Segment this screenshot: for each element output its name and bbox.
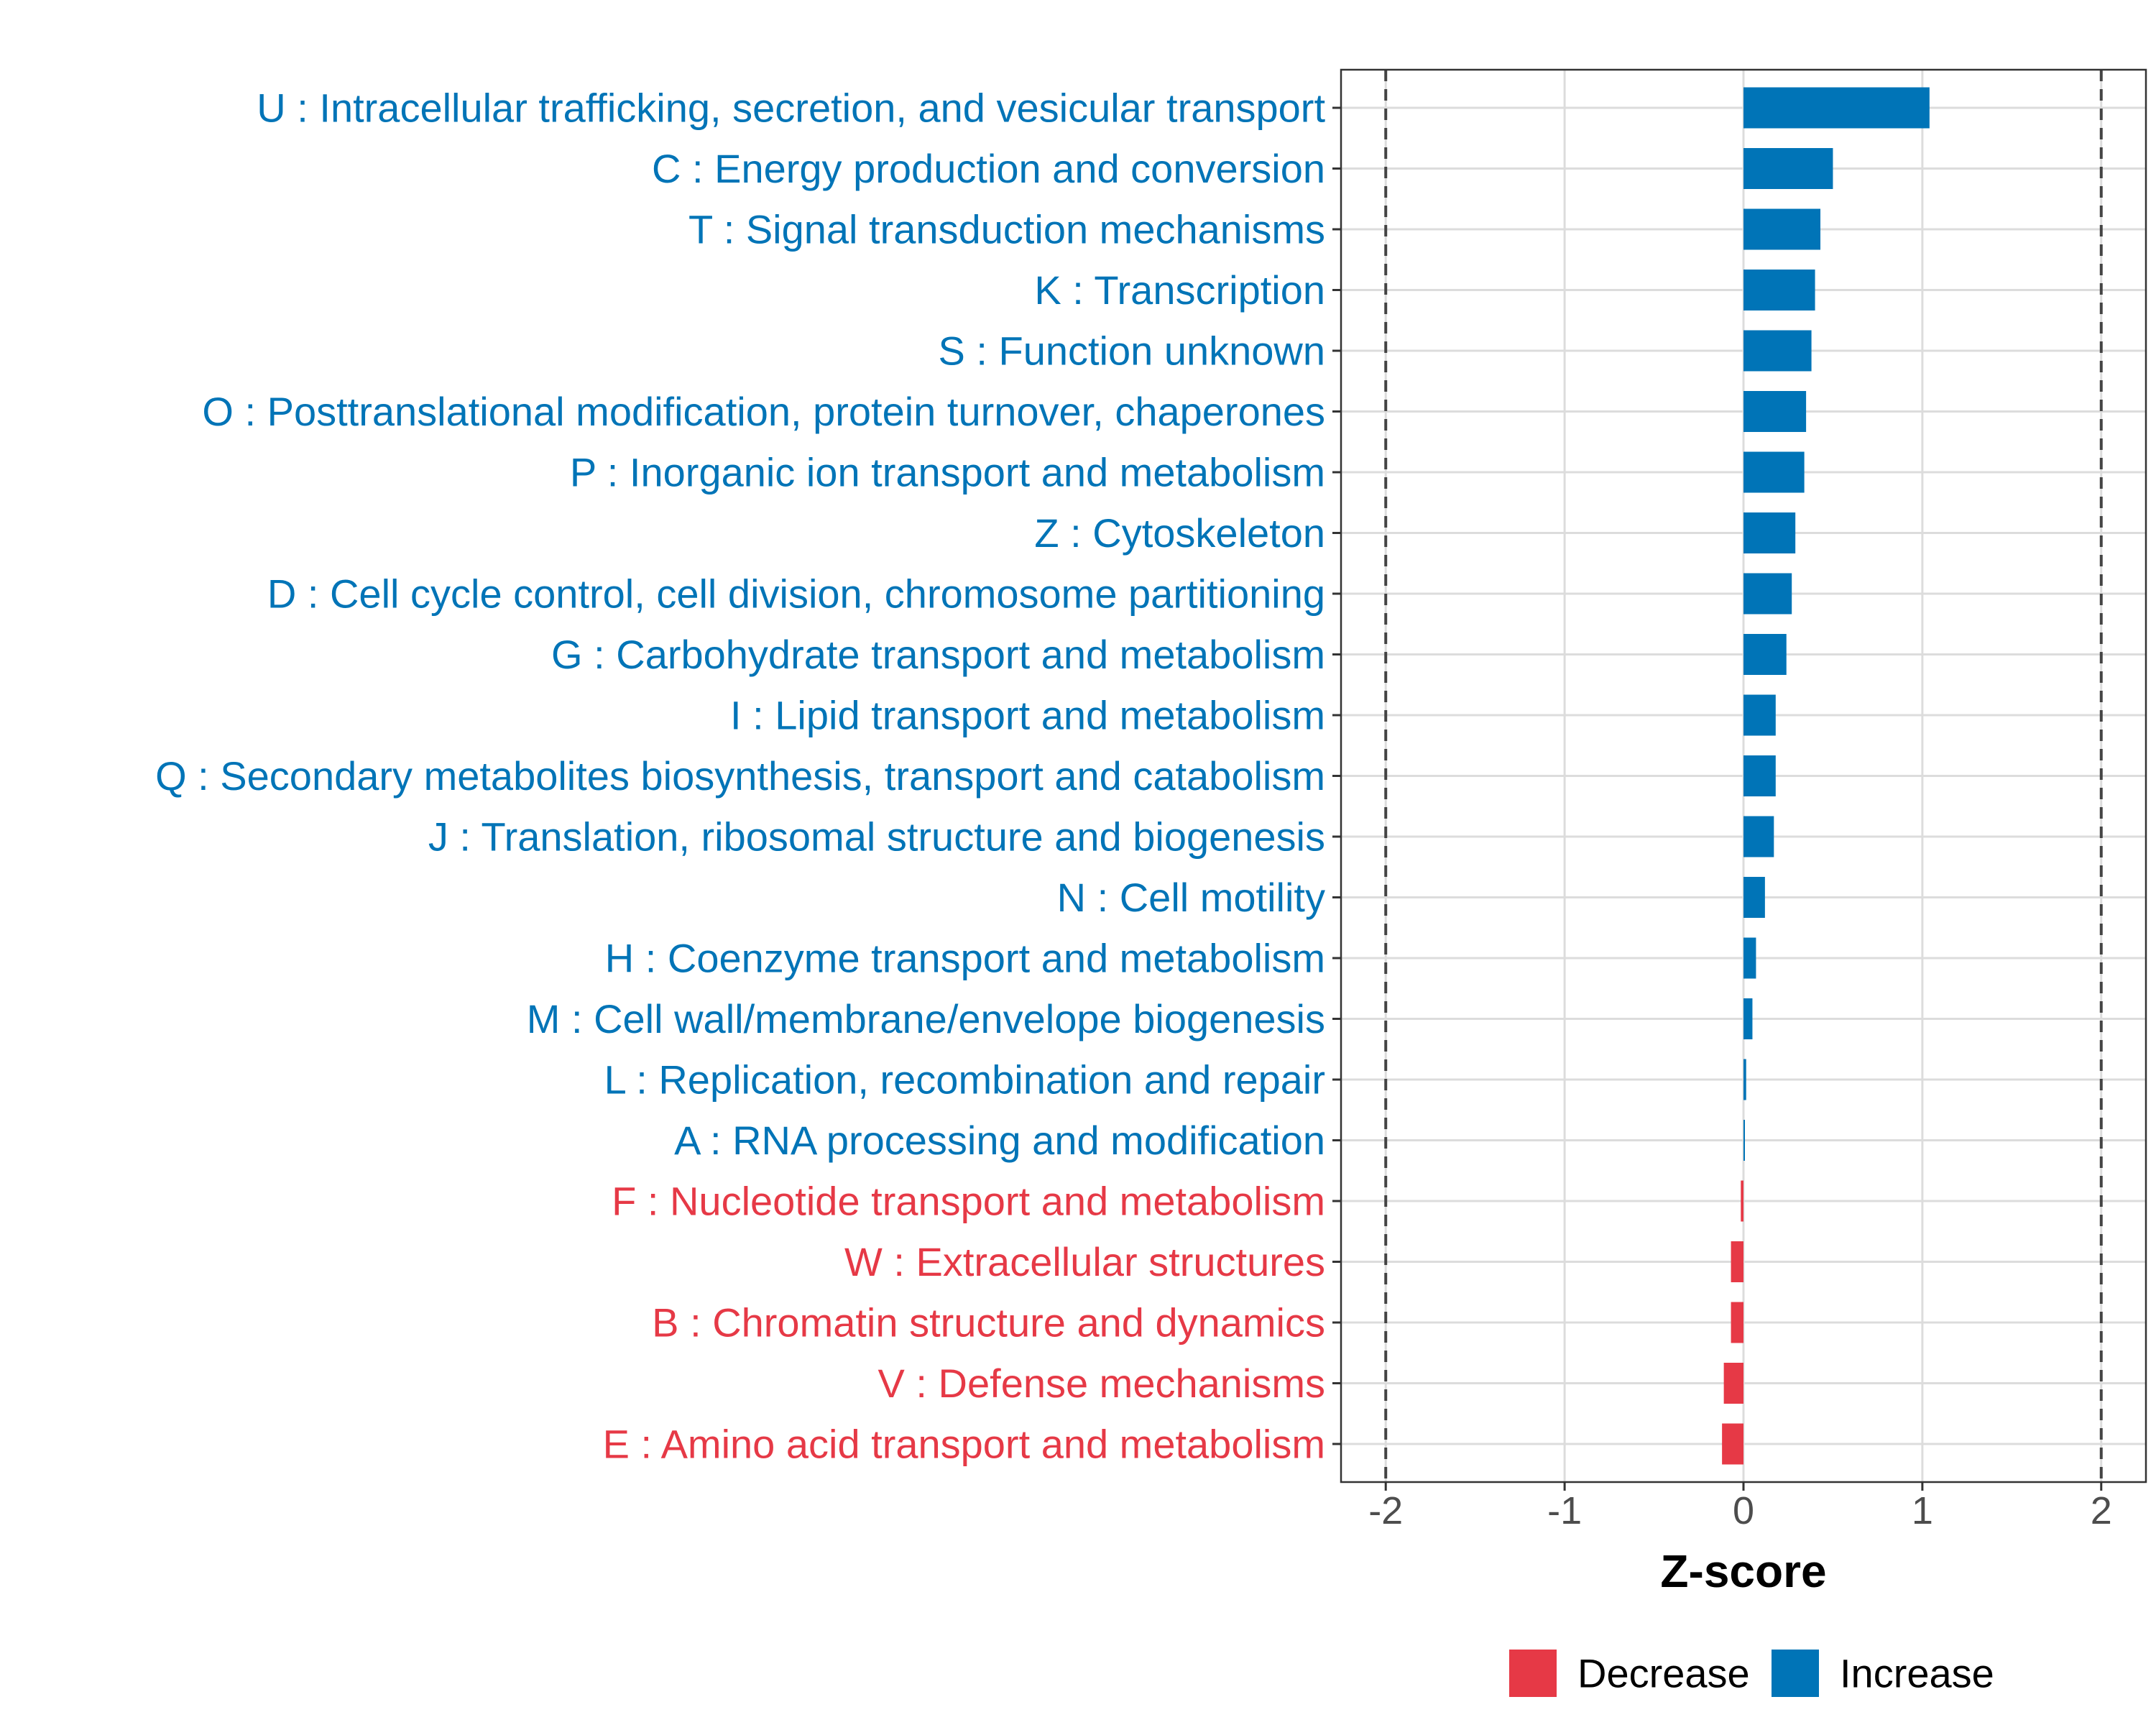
bar-1 <box>1743 148 1833 189</box>
legend-swatch-increase <box>1772 1650 1819 1697</box>
category-label-14: H : Coenzyme transport and metabolism <box>605 936 1325 981</box>
category-label-13: N : Cell motility <box>1057 875 1325 920</box>
bar-4 <box>1743 330 1812 372</box>
category-label-4: S : Function unknown <box>938 328 1325 374</box>
legend-label-increase: Increase <box>1840 1651 1994 1696</box>
reference-lines <box>1384 70 2103 1482</box>
category-label-3: K : Transcription <box>1034 267 1325 313</box>
category-label-18: F : Nucleotide transport and metabolism <box>612 1179 1325 1224</box>
category-labels: U : Intracellular trafficking, secretion… <box>155 86 1325 1467</box>
bar-5 <box>1743 391 1807 432</box>
legend-label-decrease: Decrease <box>1577 1651 1750 1696</box>
x-tick-label-0: -2 <box>1368 1489 1403 1532</box>
category-label-16: L : Replication, recombination and repai… <box>604 1057 1325 1103</box>
category-label-21: V : Defense mechanisms <box>878 1361 1325 1406</box>
bar-9 <box>1743 634 1787 675</box>
category-label-11: Q : Secondary metabolites biosynthesis, … <box>155 753 1325 799</box>
category-label-22: E : Amino acid transport and metabolism <box>603 1422 1325 1467</box>
bar-7 <box>1743 512 1796 553</box>
bar-20 <box>1731 1302 1743 1343</box>
bar-2 <box>1743 208 1821 250</box>
bar-15 <box>1743 998 1753 1039</box>
category-label-7: Z : Cytoskeleton <box>1034 510 1325 556</box>
x-axis-ticks: -2 -1 0 1 2 <box>1368 1482 2112 1532</box>
x-tick-label-2: 0 <box>1733 1489 1754 1532</box>
category-label-5: O : Posttranslational modification, prot… <box>202 389 1325 434</box>
bar-16 <box>1743 1059 1746 1100</box>
x-tick-label-3: 1 <box>1912 1489 1933 1532</box>
y-axis-ticks <box>1332 106 1341 1445</box>
category-label-15: M : Cell wall/membrane/envelope biogenes… <box>527 996 1325 1041</box>
category-label-8: D : Cell cycle control, cell division, c… <box>267 571 1325 617</box>
x-axis-title: Z-score <box>1660 1545 1826 1597</box>
bar-12 <box>1743 816 1774 857</box>
category-label-12: J : Translation, ribosomal structure and… <box>428 814 1325 860</box>
bar-18 <box>1741 1180 1743 1222</box>
bar-21 <box>1723 1363 1743 1404</box>
bar-6 <box>1743 451 1805 493</box>
x-tick-label-4: 2 <box>2091 1489 2112 1532</box>
bar-8 <box>1743 573 1792 615</box>
legend-swatch-decrease <box>1509 1650 1557 1697</box>
bar-22 <box>1722 1423 1743 1465</box>
bar-10 <box>1743 694 1776 736</box>
bar-11 <box>1743 755 1776 796</box>
category-label-2: T : Signal transduction mechanisms <box>688 207 1325 252</box>
category-label-9: G : Carbohydrate transport and metabolis… <box>551 632 1325 677</box>
category-label-20: B : Chromatin structure and dynamics <box>652 1300 1325 1346</box>
category-label-0: U : Intracellular trafficking, secretion… <box>257 86 1325 131</box>
category-label-1: C : Energy production and conversion <box>652 146 1325 191</box>
category-label-10: I : Lipid transport and metabolism <box>730 693 1325 738</box>
bar-17 <box>1743 1120 1745 1161</box>
x-tick-label-1: -1 <box>1547 1489 1582 1532</box>
bar-3 <box>1743 270 1815 310</box>
legend: Decrease Increase <box>1509 1650 1994 1697</box>
bar-13 <box>1743 877 1765 918</box>
bar-0 <box>1743 87 1930 129</box>
bar-14 <box>1743 937 1756 979</box>
bar-19 <box>1731 1241 1743 1282</box>
category-label-6: P : Inorganic ion transport and metaboli… <box>570 450 1325 495</box>
category-label-17: A : RNA processing and modification <box>674 1118 1325 1163</box>
bars <box>1722 87 1930 1465</box>
category-label-19: W : Extracellular structures <box>844 1239 1325 1284</box>
